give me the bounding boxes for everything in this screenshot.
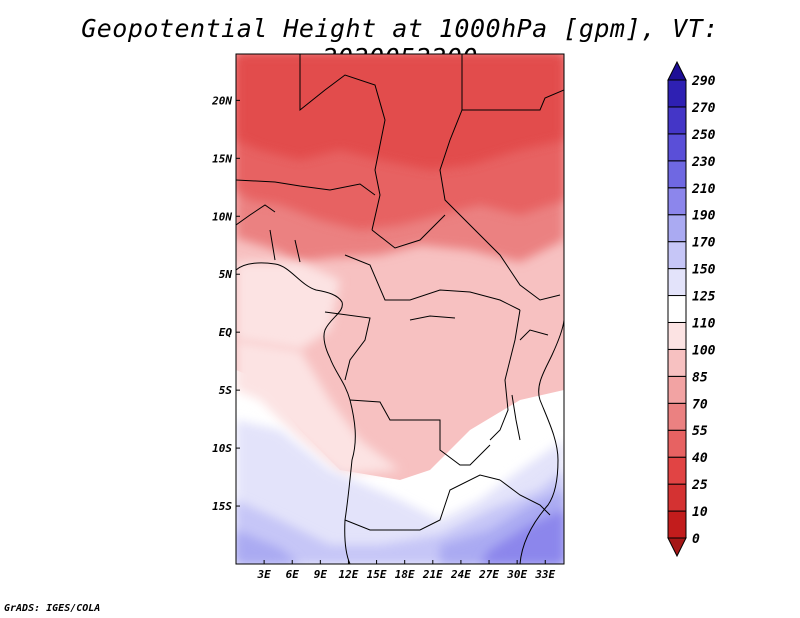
border-cameroon-car-drc	[344, 254, 521, 311]
colorbar-label: 55	[692, 424, 708, 439]
colorbar-bin	[667, 456, 687, 485]
colorbar-bin	[667, 295, 687, 323]
credit-text: GrADS: IGES/COLA	[4, 603, 101, 614]
border-libya-egypt-sudan	[461, 54, 564, 111]
field-band-100-110-west	[236, 262, 340, 350]
colorbar-label: 190	[692, 209, 716, 224]
x-tick-label: 21E	[422, 568, 443, 581]
x-tick-label: 24E	[450, 568, 471, 581]
colorbar-bin	[667, 60, 687, 81]
y-tick-label: 15N	[212, 152, 232, 165]
y-tick-label: EQ	[219, 326, 233, 339]
x-tick-label: 27E	[478, 568, 499, 581]
x-tick-label: 12E	[339, 568, 359, 581]
colorbar-bin	[667, 375, 687, 404]
field-band-100-110-southwest	[236, 340, 400, 475]
river-congo	[409, 315, 456, 321]
colorbar-label: 270	[691, 101, 716, 116]
border-west-africa	[236, 204, 276, 226]
colorbar: 0 10 25 40 55 70 85 100 110 125 150 170 190 210 230 250…	[667, 60, 716, 558]
field-band-40-55	[236, 54, 564, 170]
x-tick-label: 30E	[506, 568, 527, 581]
coastlines-borders	[236, 54, 564, 564]
colorbar-label: 85	[692, 370, 708, 385]
y-tick-label: 10N	[212, 210, 232, 223]
x-axis: 3E 6E 9E 12E 15E 18E 21E 24E 27E 30E 33E	[256, 560, 556, 581]
x-tick-label: 18E	[395, 568, 415, 581]
colorbar-label: 10	[692, 505, 708, 520]
y-tick-label: 5N	[219, 268, 233, 281]
colorbar-bin	[667, 187, 687, 216]
border-chad-car	[371, 214, 446, 249]
colorbar-bin	[667, 79, 687, 108]
border-angola-drc	[349, 399, 491, 466]
colorbar-label: 40	[692, 451, 708, 466]
y-tick-label: 5S	[219, 384, 233, 397]
colorbar-label: 70	[692, 397, 708, 412]
colorbar-bin	[667, 241, 687, 270]
colorbar-bin	[667, 133, 687, 162]
field-band-170-190-west	[236, 530, 300, 564]
coastline-east	[519, 319, 564, 564]
coastline-atlantic	[236, 262, 356, 564]
lake-victoria	[519, 329, 549, 341]
x-tick-label: 3E	[256, 568, 271, 581]
colorbar-bin	[667, 106, 687, 135]
y-tick-label: 15S	[212, 500, 232, 513]
plot-frame	[235, 53, 565, 565]
colorbar-label: 125	[692, 290, 716, 305]
colorbar-label: 290	[691, 74, 716, 89]
border-mali-niger-nigeria	[236, 179, 376, 196]
y-tick-label: 20N	[211, 94, 232, 107]
colorbar-bin	[667, 483, 687, 512]
border-zambia-mozambique	[499, 479, 551, 516]
colorbar-label: 150	[692, 263, 716, 278]
colorbar-bin	[667, 510, 687, 539]
colorbar-bin	[667, 214, 687, 243]
colorbar-label: 250	[691, 128, 716, 143]
x-tick-label: 15E	[367, 568, 387, 581]
lake-tanganyika	[511, 394, 521, 441]
field-band-190-210	[480, 510, 564, 564]
colorbar-bin	[667, 321, 687, 350]
y-axis: 20N 15N 10N 5N EQ 5S 10S 15S	[211, 94, 240, 513]
height-field	[236, 54, 564, 564]
border-drc-east	[489, 309, 521, 441]
border-ghana-togo	[269, 229, 276, 261]
colorbar-bin	[667, 402, 687, 431]
colorbar-bin	[667, 348, 687, 377]
border-gabon-congo	[324, 311, 371, 381]
colorbar-label: 0	[692, 532, 700, 547]
border-angola-namibia-zambia	[344, 474, 501, 531]
colorbar-bin	[667, 160, 687, 189]
x-tick-label: 33E	[534, 568, 555, 581]
colorbar-bin	[667, 268, 687, 297]
x-tick-label: 6E	[286, 568, 300, 581]
colorbar-label: 100	[692, 343, 716, 358]
colorbar-label: 170	[692, 236, 716, 251]
colorbar-bin	[667, 429, 687, 458]
border-chad-sudan-car	[439, 109, 561, 301]
y-tick-label: 10S	[212, 442, 232, 455]
colorbar-label: 25	[691, 478, 708, 493]
border-benin	[294, 239, 301, 263]
colorbar-label: 210	[691, 182, 716, 197]
x-tick-label: 9E	[314, 568, 328, 581]
border-algeria-niger-chad	[299, 54, 386, 231]
colorbar-bin	[667, 537, 687, 558]
colorbar-label: 230	[691, 155, 716, 170]
colorbar-label: 110	[692, 316, 716, 331]
